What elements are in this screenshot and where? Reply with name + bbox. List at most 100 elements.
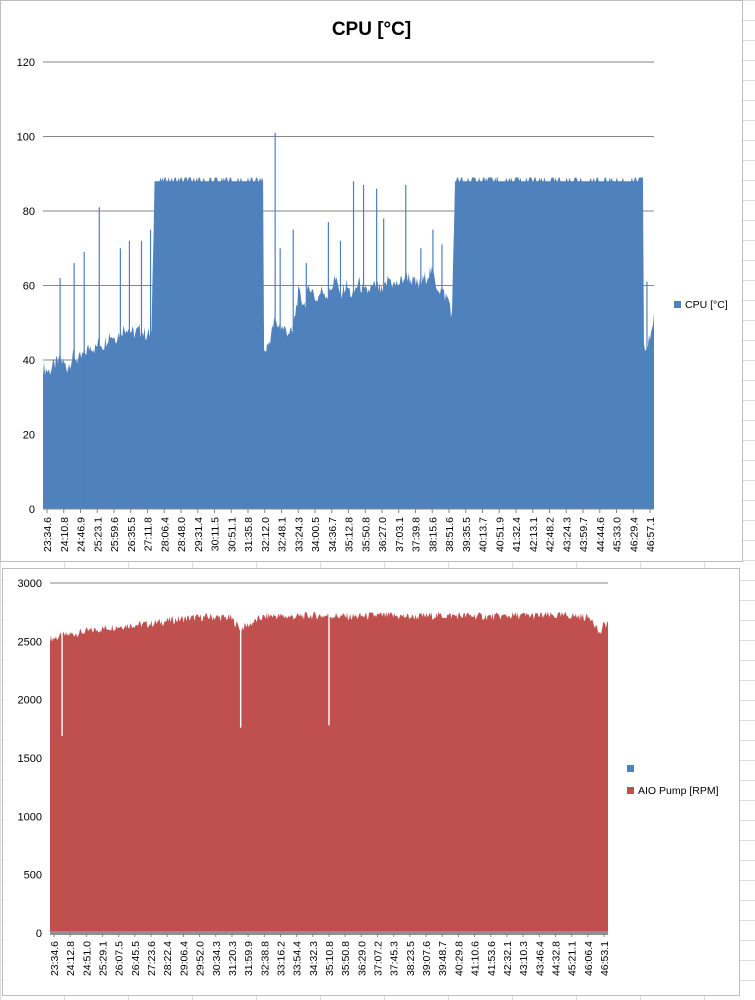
- legend-item-cpu: CPU [°C]: [674, 299, 728, 311]
- x-tick-label: 37:03.1: [394, 517, 406, 552]
- x-tick-label: 39:48.7: [437, 941, 449, 976]
- x-tick-label: 32:38.8: [259, 941, 271, 976]
- pump-chart-svg: 0 500 1000 1500 2000 2500 3000 23:34.6 24:12.8 24…: [18, 578, 611, 976]
- x-tick-label: 38:23.5: [405, 941, 417, 976]
- x-tick-label: 25:59.6: [109, 517, 121, 552]
- x-tick-label: 29:06.4: [178, 941, 190, 976]
- series-area: [50, 611, 608, 933]
- x-tick-label: 43:59.7: [578, 517, 590, 552]
- x-tick-label: 38:51.6: [444, 517, 456, 552]
- x-tick-label: 31:35.8: [243, 517, 255, 552]
- x-tick-label: 45:33.0: [612, 517, 624, 552]
- x-tick-label: 37:45.3: [389, 941, 401, 976]
- y-tick-label: 3000: [18, 578, 42, 590]
- aio-pump-chart[interactable]: 0 500 1000 1500 2000 2500 3000 23:34.6 24:12.8 24…: [2, 568, 740, 996]
- y-tick-label: 1000: [18, 811, 42, 823]
- x-tick-label: 34:00.5: [310, 517, 322, 552]
- x-tick-label: 29:31.4: [193, 517, 205, 552]
- x-tick-label: 37:39.8: [411, 517, 423, 552]
- legend-label-cpu: CPU [°C]: [685, 299, 728, 311]
- x-tick-label: 43:46.4: [534, 941, 546, 976]
- x-tick-label: 30:51.1: [226, 517, 238, 552]
- x-tick-label: 46:57.1: [645, 517, 657, 552]
- y-tick-label: 80: [23, 206, 35, 218]
- x-tick-label: 35:50.8: [360, 517, 372, 552]
- x-tick-label: 29:52.0: [195, 941, 207, 976]
- chart-title: CPU [°C]: [331, 19, 412, 40]
- x-tick-label: 26:35.5: [126, 517, 138, 552]
- x-tick-label: 35:10.8: [324, 941, 336, 976]
- x-tick-label: 32:12.0: [260, 517, 272, 552]
- x-tick-label: 28:06.4: [159, 517, 171, 552]
- x-tick-label: 23:34.6: [42, 517, 54, 552]
- x-tick-label: 25:23.1: [92, 517, 104, 552]
- x-tick-label: 41:32.4: [511, 517, 523, 552]
- x-tick-label: 28:22.4: [162, 941, 174, 976]
- x-tick-label: 37:07.2: [373, 941, 385, 976]
- x-tick-label: 46:29.4: [628, 517, 640, 552]
- x-tick-label: 25:29.1: [98, 941, 110, 976]
- x-tick-label: 40:29.8: [453, 941, 465, 976]
- x-tick-label: 30:34.3: [211, 941, 223, 976]
- x-tick-label: 27:11.8: [143, 517, 155, 551]
- y-tick-label: 120: [17, 57, 35, 69]
- x-tick-label: 24:51.0: [81, 941, 93, 976]
- x-tick-label: 28:48.0: [176, 517, 188, 552]
- legend-item-aio-pump: AIO Pump [RPM]: [627, 785, 719, 797]
- x-tick-label: 46:53.1: [599, 941, 611, 976]
- x-tick-label: 24:10.8: [59, 517, 71, 552]
- x-tick-label: 44:44.6: [595, 517, 607, 552]
- x-tick-label: 27:23.6: [146, 941, 158, 976]
- y-tick-label: 100: [17, 132, 35, 144]
- x-tick-label: 31:20.3: [227, 941, 239, 976]
- x-tick-label: 26:07.5: [114, 941, 126, 976]
- x-tick-label: 33:16.2: [275, 941, 287, 976]
- x-tick-label: 35:50.8: [340, 941, 352, 976]
- cpu-chart-svg: 0 20 40 60 80 100 120 23:34.6 24:10.8 24:46.9 25:2…: [17, 57, 657, 552]
- x-tick-label: 38:15.6: [427, 517, 439, 552]
- x-tick-label: 41:10.6: [470, 941, 482, 976]
- x-tick-label: 43:10.3: [518, 941, 530, 976]
- x-tick-label: 24:12.8: [65, 941, 77, 976]
- x-tick-label: 42:13.1: [528, 517, 540, 552]
- x-tick-label: 35:12.8: [344, 517, 356, 552]
- x-tick-label: 40:51.9: [494, 517, 506, 552]
- x-tick-label: 42:48.2: [545, 517, 557, 552]
- y-tick-label: 40: [23, 355, 35, 367]
- y-tick-label: 2000: [18, 695, 42, 707]
- x-tick-label: 36:29.0: [356, 941, 368, 976]
- y-tick-label: 0: [36, 928, 42, 940]
- legend-swatch-blank-series: [627, 765, 634, 772]
- x-tick-label: 44:32.8: [550, 941, 562, 976]
- legend-swatch-cpu: [674, 301, 681, 308]
- x-tick-label: 31:59.9: [243, 941, 255, 976]
- x-tick-label: 42:32.1: [502, 941, 514, 976]
- y-tick-label: 20: [23, 430, 35, 442]
- legend-label-aio-pump: AIO Pump [RPM]: [638, 785, 719, 797]
- x-tick-label: 39:07.6: [421, 941, 433, 976]
- x-tick-label: 24:46.9: [76, 517, 88, 552]
- x-tick-label: 43:24.3: [561, 517, 573, 552]
- cpu-temperature-chart[interactable]: CPU [°C] 0 20 40 60 80 100 120 23:34.6 24:10.8 24…: [0, 0, 743, 562]
- x-tick-label: 23:34.6: [49, 941, 61, 976]
- x-tick-label: 33:54.4: [292, 941, 304, 976]
- y-tick-label: 500: [24, 870, 42, 882]
- x-tick-label: 41:53.6: [486, 941, 498, 976]
- legend-item-blank-series: [627, 763, 638, 775]
- x-tick-label: 34:36.7: [327, 517, 339, 552]
- y-tick-label: 1500: [18, 753, 42, 765]
- x-tick-label: 33:24.3: [293, 517, 305, 552]
- x-tick-label: 32:48.1: [277, 517, 289, 552]
- series-area: [43, 177, 654, 509]
- x-tick-label: 46:06.4: [583, 941, 595, 976]
- x-tick-label: 30:11.5: [210, 517, 222, 551]
- legend-swatch-aio-pump: [627, 787, 634, 794]
- x-tick-label: 36:27.0: [377, 517, 389, 552]
- y-tick-label: 60: [23, 281, 35, 293]
- y-tick-label: 2500: [18, 636, 42, 648]
- x-tick-label: 34:32.3: [308, 941, 320, 976]
- x-tick-label: 45:21.1: [567, 941, 579, 976]
- y-tick-label: 0: [29, 504, 35, 516]
- x-tick-label: 39:35.5: [461, 517, 473, 552]
- x-tick-label: 40:13.7: [478, 517, 490, 552]
